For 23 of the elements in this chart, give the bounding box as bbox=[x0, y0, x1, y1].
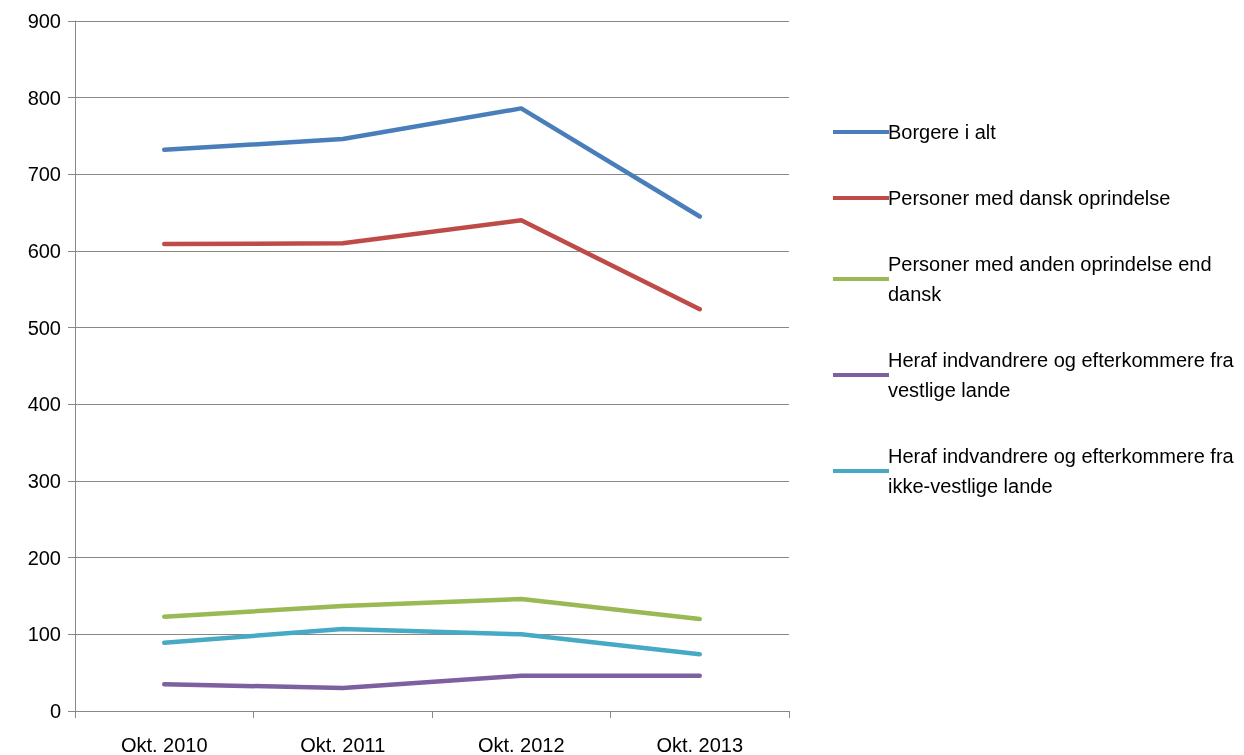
legend-label: Borgere i alt bbox=[888, 121, 997, 143]
x-tick-label: Okt. 2010 bbox=[120, 734, 208, 755]
y-tick-label: 100 bbox=[27, 623, 61, 646]
line-series bbox=[162, 106, 702, 219]
legend-label: Heraf indvandrere og efterkommere fra vestlige lande bbox=[888, 349, 1240, 401]
line-series bbox=[162, 218, 702, 312]
x-tick-label: Okt. 2012 bbox=[477, 734, 565, 755]
y-tick-label: 200 bbox=[27, 546, 61, 569]
y-tick-label: 900 bbox=[27, 10, 61, 32]
y-tick-label: 700 bbox=[27, 163, 61, 186]
line-series bbox=[162, 596, 702, 622]
x-tick-label: Okt. 2011 bbox=[300, 734, 386, 755]
y-tick-label: 400 bbox=[27, 393, 61, 416]
y-tick-label: 0 bbox=[49, 700, 61, 722]
legend-label: Personer med dansk oprindelse bbox=[888, 187, 1171, 209]
y-tick-label: 300 bbox=[27, 470, 61, 492]
line-series bbox=[162, 626, 702, 657]
legend-label: Personer med anden oprindelse end dansk bbox=[888, 253, 1218, 305]
x-tick-label: Okt. 2013 bbox=[656, 734, 744, 755]
y-tick-label: 800 bbox=[27, 86, 61, 109]
y-tick-label: 500 bbox=[27, 316, 61, 339]
y-tick-label: 600 bbox=[27, 240, 61, 262]
legend-label: Heraf indvandrere og efterkommere fra ikke-vestlige lande bbox=[888, 445, 1240, 497]
